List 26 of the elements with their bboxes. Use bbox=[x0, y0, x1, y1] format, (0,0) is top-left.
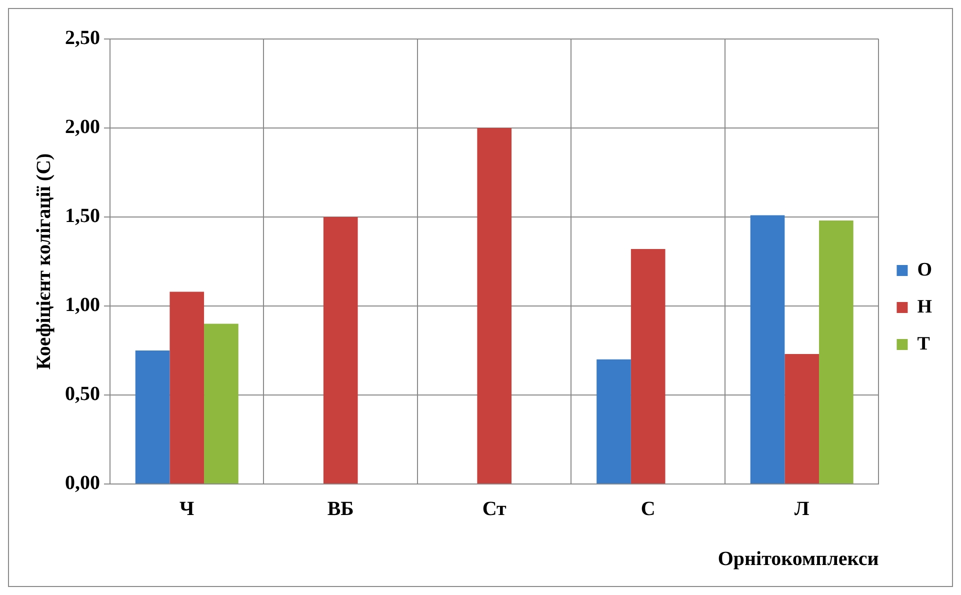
legend-label: О bbox=[917, 259, 932, 280]
bar bbox=[596, 359, 631, 484]
bar bbox=[170, 292, 204, 484]
x-axis-title: Орнітокомплекси bbox=[718, 548, 879, 570]
bar bbox=[135, 350, 170, 484]
bar bbox=[819, 220, 854, 484]
x-tick-label: Ч bbox=[180, 498, 195, 520]
y-tick-label: 2,00 bbox=[65, 116, 100, 138]
y-tick-label: 1,00 bbox=[65, 294, 100, 316]
legend-label: Т bbox=[917, 333, 930, 354]
y-axis-title: Коефіцієнт колігації (С) bbox=[33, 153, 56, 370]
y-tick-label: 1,50 bbox=[65, 205, 100, 228]
x-tick-label: Л bbox=[794, 498, 810, 520]
bar bbox=[630, 249, 666, 484]
y-tick-label: 0,00 bbox=[65, 472, 100, 494]
bar bbox=[204, 324, 238, 484]
bar bbox=[477, 128, 512, 484]
x-tick-label: Ст bbox=[482, 498, 507, 520]
bar bbox=[784, 354, 820, 484]
y-tick-label: 2,50 bbox=[65, 27, 100, 50]
bar bbox=[750, 215, 785, 484]
x-tick-label: ВБ bbox=[327, 498, 354, 520]
y-tick-label: 0,50 bbox=[65, 383, 100, 406]
x-tick-label: С bbox=[640, 498, 656, 520]
legend-label: Н bbox=[917, 296, 932, 318]
bar bbox=[323, 217, 358, 484]
